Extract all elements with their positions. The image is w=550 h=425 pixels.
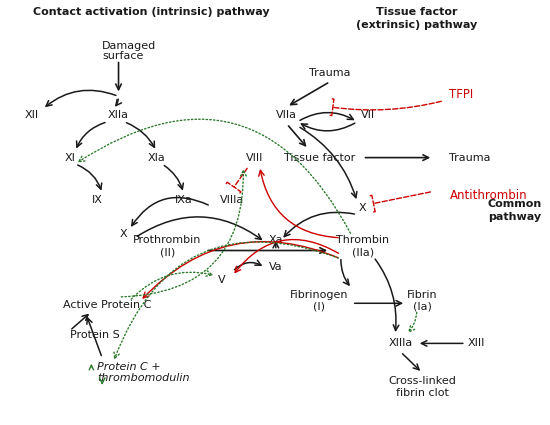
- Text: Xa: Xa: [268, 235, 283, 245]
- Text: Cross-linked: Cross-linked: [388, 377, 456, 386]
- Text: Active Protein C: Active Protein C: [63, 300, 152, 310]
- Text: Prothrombin: Prothrombin: [133, 235, 201, 245]
- Text: VII: VII: [361, 110, 375, 120]
- Text: Trauma: Trauma: [449, 153, 491, 163]
- Text: Common: Common: [487, 199, 542, 209]
- Text: Tissue factor: Tissue factor: [376, 7, 458, 17]
- Text: VIII: VIII: [245, 153, 263, 163]
- Text: Va: Va: [269, 262, 283, 272]
- Text: TFPI: TFPI: [449, 88, 474, 101]
- Text: (extrinsic) pathway: (extrinsic) pathway: [356, 20, 477, 30]
- Text: X: X: [120, 229, 128, 238]
- Text: thrombomodulin: thrombomodulin: [97, 373, 189, 383]
- Text: V: V: [218, 275, 226, 285]
- Text: Fibrin: Fibrin: [407, 290, 438, 300]
- Text: (Ia): (Ia): [413, 301, 432, 311]
- Text: XIIIa: XIIIa: [388, 338, 412, 348]
- Text: XIa: XIa: [147, 153, 166, 163]
- Text: (II): (II): [160, 248, 175, 258]
- Text: XI: XI: [64, 153, 75, 163]
- Text: XII: XII: [25, 110, 39, 120]
- Text: IX: IX: [91, 195, 102, 205]
- Text: Protein S: Protein S: [70, 330, 119, 340]
- Text: XIII: XIII: [468, 338, 485, 348]
- Text: Tissue factor: Tissue factor: [284, 153, 355, 163]
- Text: X: X: [359, 203, 366, 213]
- Text: VIIa: VIIa: [276, 110, 297, 120]
- Text: fibrin clot: fibrin clot: [396, 388, 449, 398]
- Text: Damaged: Damaged: [102, 41, 157, 51]
- Text: Trauma: Trauma: [309, 68, 351, 78]
- Text: Thrombin: Thrombin: [336, 235, 389, 245]
- Text: surface: surface: [102, 51, 144, 61]
- Text: Fibrinogen: Fibrinogen: [290, 290, 349, 300]
- Text: pathway: pathway: [488, 212, 541, 222]
- Text: XIIa: XIIa: [108, 110, 129, 120]
- Text: Contact activation (intrinsic) pathway: Contact activation (intrinsic) pathway: [33, 7, 270, 17]
- Text: (I): (I): [314, 301, 325, 311]
- Text: (IIa): (IIa): [351, 248, 373, 258]
- Text: Protein C +: Protein C +: [97, 362, 161, 371]
- Text: IXa: IXa: [175, 195, 192, 205]
- Text: Antithrombin: Antithrombin: [449, 189, 527, 202]
- Text: VIIIa: VIIIa: [221, 195, 245, 205]
